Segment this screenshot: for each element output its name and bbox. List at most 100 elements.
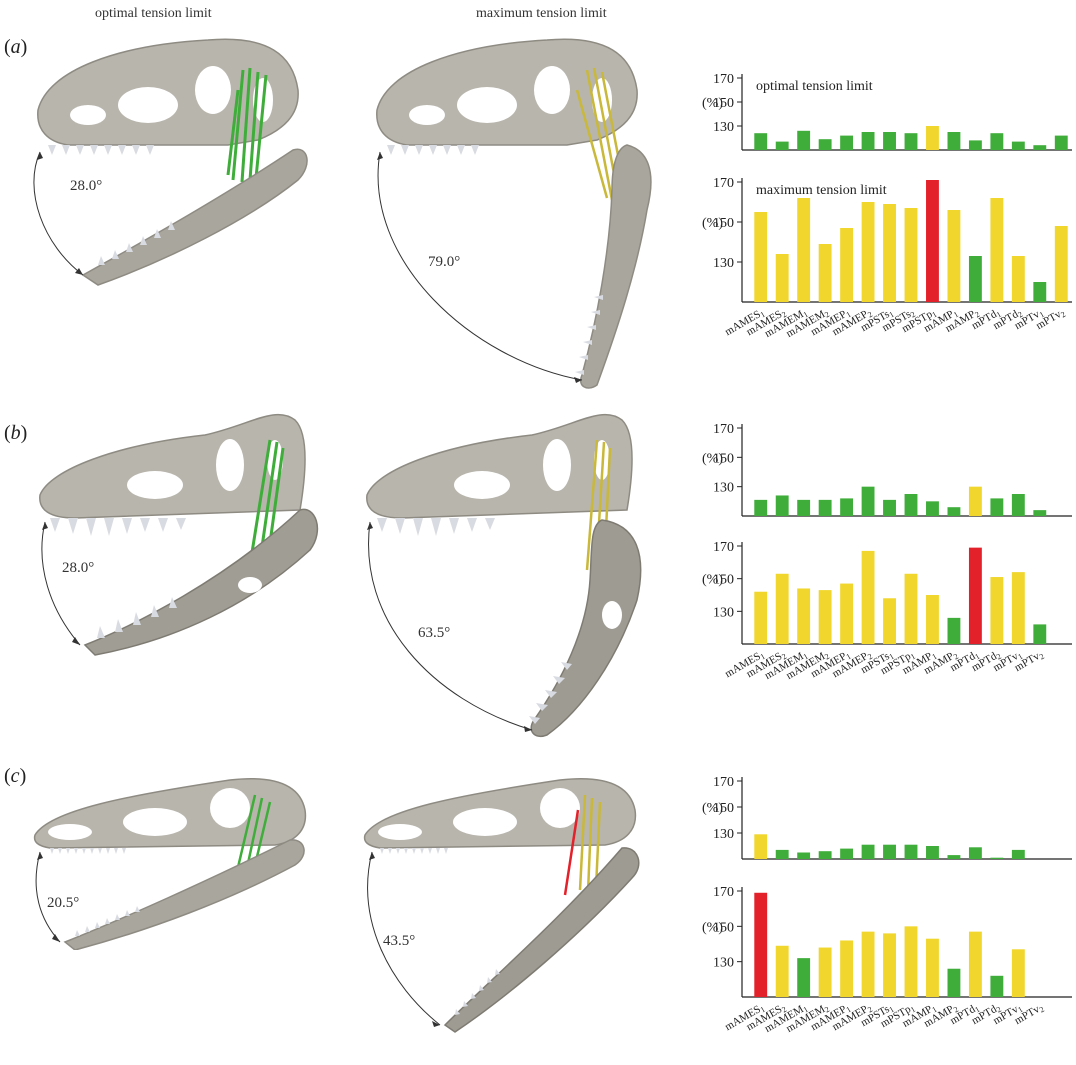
bar [947,507,961,516]
column-header-optimal: optimal tension limit [95,6,212,21]
y-tick-label: 170 [713,885,734,900]
bar [818,244,832,302]
y-tick-label: 130 [713,956,734,971]
bar [840,848,854,859]
y-tick-label: 130 [713,256,734,271]
y-tick-label: 130 [713,605,734,620]
bar [1011,141,1025,150]
gape-angle-c-maximum: 43.5° [383,933,416,949]
bar [754,834,768,859]
y-tick-label: 170 [713,176,734,191]
skull-a-maximum [372,30,672,395]
bar [1033,624,1047,644]
panel-label-c: (c) [4,765,27,787]
bar [926,126,939,150]
bar-chart: 130150170(%)mAMES1mAMES2mAMEM1mAMEM2mAME… [702,540,1072,682]
bar [904,573,918,644]
y-tick-label: 170 [713,422,734,437]
y-tick-label: 150 [713,96,734,111]
bar [840,228,854,302]
bar [883,598,896,644]
bar [840,940,854,997]
y-tick-label: 150 [713,573,734,588]
y-axis-label: (%) [702,216,723,231]
bar [968,486,982,516]
bar [926,595,939,644]
bar [818,590,832,644]
bar [990,198,1004,302]
y-tick-label: 170 [713,775,734,790]
bar [861,486,875,516]
bar [883,844,896,859]
bar [904,208,918,302]
bar [926,846,939,859]
bar [947,617,961,644]
y-tick-label: 130 [713,481,734,496]
y-tick-label: 130 [713,120,734,135]
bar [990,577,1004,644]
bar [1011,949,1025,997]
bar [818,851,832,859]
bar-chart: 130 150 170 (%) [702,422,1072,517]
bar [754,499,768,516]
bar [754,591,768,644]
bar [947,132,961,150]
skull-c-optimal [30,770,330,950]
gape-angle-a-maximum: 79.0° [428,254,461,270]
bar [990,498,1004,516]
bar [775,495,789,516]
chart-title: optimal tension limit [756,79,873,94]
bar [883,132,896,150]
bar [797,588,811,644]
panel-label-a: (a) [4,36,28,58]
y-axis-label: (%) [702,920,723,935]
y-axis-label: (%) [702,573,723,588]
bar [754,892,768,997]
y-tick-label: 150 [713,920,734,935]
bar [1011,572,1025,644]
bar [861,931,875,997]
chart-a-optimal: 130 150 170 (%) optimal tension limit [700,72,1076,160]
bar [818,947,832,997]
bar [1011,256,1025,302]
bar [904,844,918,859]
bar [883,933,896,997]
bar [883,499,896,516]
bar [1011,849,1025,859]
gape-angle-a-optimal: 28.0° [70,178,103,194]
y-tick-label: 170 [713,72,734,87]
bar [861,132,875,150]
bar [968,140,982,150]
chart-c-optimal: 130 150 170 (%) [700,775,1076,869]
gape-angle-c-optimal: 20.5° [47,895,80,911]
chart-b-optimal: 130 150 170 (%) [700,422,1076,526]
bar [797,130,811,150]
bar-chart: 130 150 170 (%) [702,775,1072,860]
bar [775,573,789,644]
bar [904,133,918,150]
bar [775,849,789,859]
bar [968,931,982,997]
skull-c-maximum [360,770,660,1035]
column-header-maximum: maximum tension limit [476,6,607,21]
bar-chart: 130150170(%)mAMES1mAMES2mAMEM1mAMEM2mAME… [702,885,1072,1035]
bar [968,847,982,859]
bar [797,852,811,859]
bar [1033,282,1047,302]
bar [968,547,982,644]
bar [990,857,1004,859]
skull-a-optimal [28,30,328,290]
y-axis-label: (%) [702,801,723,816]
bar [775,254,789,302]
y-axis-label: (%) [702,96,723,111]
bar [840,135,854,150]
bar [797,499,811,516]
y-tick-label: 170 [713,540,734,555]
gape-angle-b-optimal: 28.0° [62,560,95,576]
bar [990,975,1004,997]
y-tick-label: 150 [713,216,734,231]
bar [754,212,768,302]
bar [754,133,768,150]
bar [904,926,918,997]
